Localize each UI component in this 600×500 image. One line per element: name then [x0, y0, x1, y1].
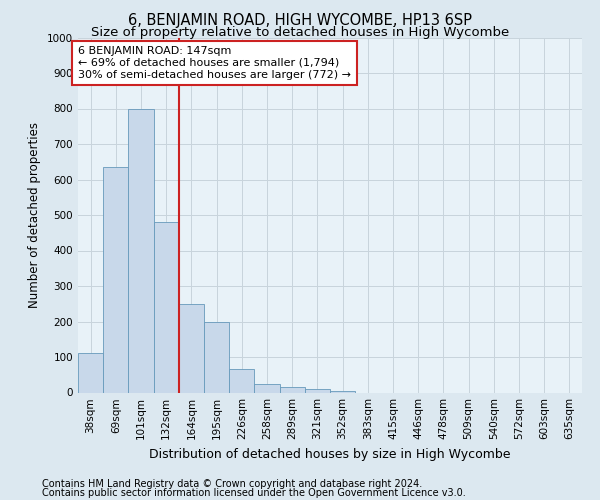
X-axis label: Distribution of detached houses by size in High Wycombe: Distribution of detached houses by size … [149, 448, 511, 461]
Bar [179, 304, 204, 392]
Bar [204, 322, 229, 392]
Text: Contains public sector information licensed under the Open Government Licence v3: Contains public sector information licen… [42, 488, 466, 498]
Bar [78, 354, 103, 393]
Text: 6 BENJAMIN ROAD: 147sqm
← 69% of detached houses are smaller (1,794)
30% of semi: 6 BENJAMIN ROAD: 147sqm ← 69% of detache… [78, 46, 351, 80]
Bar [254, 384, 280, 392]
Bar [154, 222, 179, 392]
Bar [229, 370, 254, 392]
Text: 6, BENJAMIN ROAD, HIGH WYCOMBE, HP13 6SP: 6, BENJAMIN ROAD, HIGH WYCOMBE, HP13 6SP [128, 12, 472, 28]
Bar [330, 390, 355, 392]
Text: Contains HM Land Registry data © Crown copyright and database right 2024.: Contains HM Land Registry data © Crown c… [42, 479, 422, 489]
Bar [305, 389, 330, 392]
Bar [128, 108, 154, 393]
Y-axis label: Number of detached properties: Number of detached properties [28, 122, 41, 308]
Text: Size of property relative to detached houses in High Wycombe: Size of property relative to detached ho… [91, 26, 509, 39]
Bar [280, 387, 305, 392]
Bar [103, 167, 128, 392]
